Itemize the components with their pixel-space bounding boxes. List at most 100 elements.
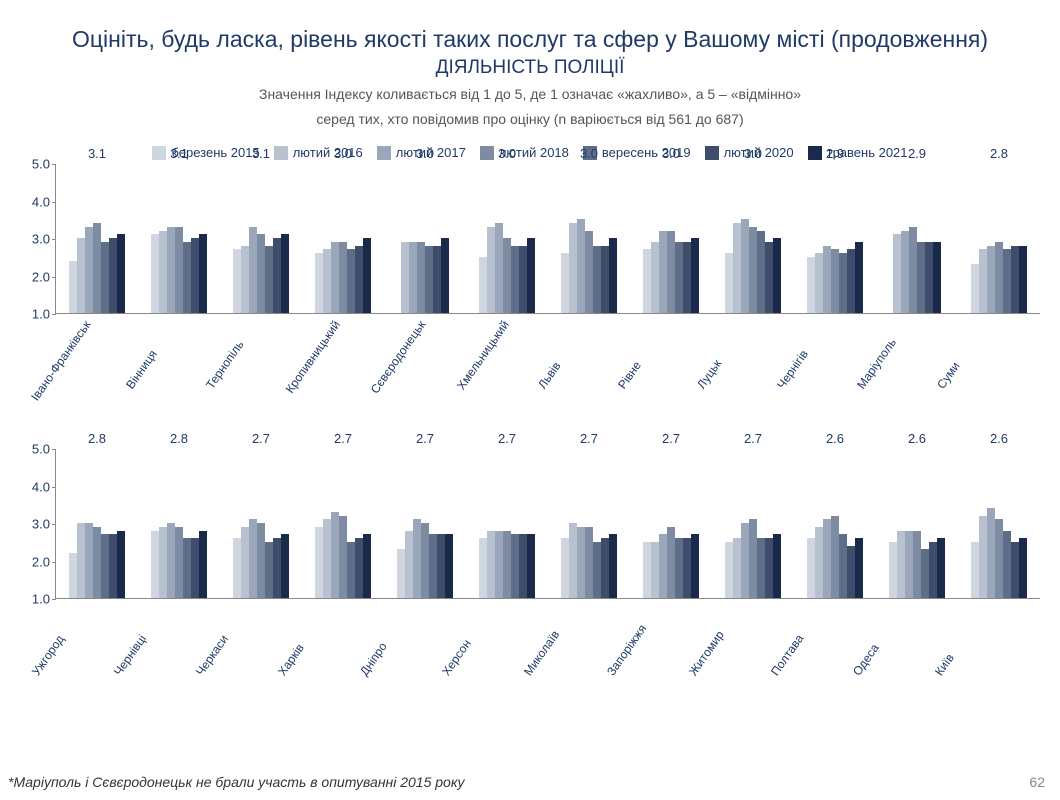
y-tick-label: 2.0 xyxy=(18,554,50,569)
bar xyxy=(159,231,167,314)
bar xyxy=(937,538,945,598)
bar xyxy=(281,534,289,598)
bar xyxy=(503,238,511,313)
chart-panel-1: 3.13.13.13.03.03.03.03.03.02.92.92.8 1.0… xyxy=(55,164,1040,364)
bar xyxy=(979,516,987,599)
value-label: 2.7 xyxy=(384,431,466,446)
bar xyxy=(117,531,125,599)
bar xyxy=(893,234,901,313)
value-label: 3.1 xyxy=(220,146,302,161)
bar xyxy=(151,531,159,599)
bar xyxy=(609,238,617,313)
bar xyxy=(847,546,855,599)
bar xyxy=(69,261,77,314)
bar xyxy=(855,538,863,598)
bar xyxy=(691,534,699,598)
bar xyxy=(241,527,249,598)
y-tick-label: 1.0 xyxy=(18,307,50,322)
value-label: 2.6 xyxy=(876,431,958,446)
bar xyxy=(897,531,905,599)
bar xyxy=(445,534,453,598)
bar xyxy=(577,219,585,313)
page-number: 62 xyxy=(1029,774,1045,790)
value-label: 2.8 xyxy=(138,431,220,446)
value-label: 2.7 xyxy=(548,431,630,446)
bar xyxy=(773,238,781,313)
y-tick-label: 5.0 xyxy=(18,442,50,457)
bar xyxy=(519,534,527,598)
bar xyxy=(479,538,487,598)
bar xyxy=(561,253,569,313)
value-label: 2.7 xyxy=(466,431,548,446)
bar xyxy=(109,534,117,598)
bar xyxy=(733,538,741,598)
bar xyxy=(601,538,609,598)
bar xyxy=(561,538,569,598)
bar xyxy=(651,242,659,313)
bar xyxy=(929,542,937,598)
city-group: 2.9 xyxy=(876,164,958,313)
bar xyxy=(855,242,863,313)
y-tick-label: 4.0 xyxy=(18,194,50,209)
bar xyxy=(249,227,257,313)
city-group: 2.9 xyxy=(794,164,876,313)
value-label: 2.6 xyxy=(794,431,876,446)
bar xyxy=(151,234,159,313)
bar xyxy=(241,246,249,314)
bar xyxy=(971,264,979,313)
value-label: 2.7 xyxy=(220,431,302,446)
bar xyxy=(77,238,85,313)
bar xyxy=(527,534,535,598)
value-label: 2.6 xyxy=(958,431,1040,446)
bar xyxy=(1011,542,1019,598)
bar xyxy=(691,238,699,313)
bar xyxy=(417,242,425,313)
value-label: 3.0 xyxy=(548,146,630,161)
city-group: 3.0 xyxy=(630,164,712,313)
value-label: 2.7 xyxy=(302,431,384,446)
bar xyxy=(479,257,487,313)
bar xyxy=(1011,246,1019,314)
y-tick-label: 2.0 xyxy=(18,269,50,284)
value-label: 3.0 xyxy=(302,146,384,161)
bar xyxy=(643,249,651,313)
bar xyxy=(355,538,363,598)
value-label: 2.7 xyxy=(712,431,794,446)
bar xyxy=(495,223,503,313)
value-label: 3.0 xyxy=(384,146,466,161)
bar xyxy=(847,249,855,313)
bar xyxy=(569,223,577,313)
bar xyxy=(315,253,323,313)
bar xyxy=(773,534,781,598)
bar xyxy=(405,531,413,599)
bar xyxy=(487,227,495,313)
bar xyxy=(233,249,241,313)
y-tick-label: 1.0 xyxy=(18,592,50,607)
bar xyxy=(397,549,405,598)
bar xyxy=(409,242,417,313)
city-group: 3.0 xyxy=(466,164,548,313)
value-label: 2.8 xyxy=(56,431,138,446)
bar xyxy=(85,227,93,313)
bar xyxy=(437,534,445,598)
title-block: Оцініть, будь ласка, рівень якості таких… xyxy=(0,0,1060,135)
bar xyxy=(159,527,167,598)
value-label: 3.1 xyxy=(56,146,138,161)
bars-row: 3.13.13.13.03.03.03.03.03.02.92.92.8 xyxy=(56,164,1040,313)
y-tick-label: 3.0 xyxy=(18,232,50,247)
bar xyxy=(77,523,85,598)
value-label: 2.9 xyxy=(794,146,876,161)
bar xyxy=(741,219,749,313)
bar xyxy=(807,257,815,313)
bar xyxy=(659,231,667,314)
value-label: 2.9 xyxy=(876,146,958,161)
bar xyxy=(725,542,733,598)
bar xyxy=(191,538,199,598)
bar xyxy=(569,523,577,598)
plot-area: 2.82.82.72.72.72.72.72.72.72.62.62.6 1.0… xyxy=(55,449,1040,599)
bar xyxy=(323,519,331,598)
y-tick-label: 3.0 xyxy=(18,517,50,532)
bar xyxy=(1019,246,1027,314)
bar xyxy=(363,238,371,313)
chart-desc-1: Значення Індексу коливається від 1 до 5,… xyxy=(40,85,1020,105)
